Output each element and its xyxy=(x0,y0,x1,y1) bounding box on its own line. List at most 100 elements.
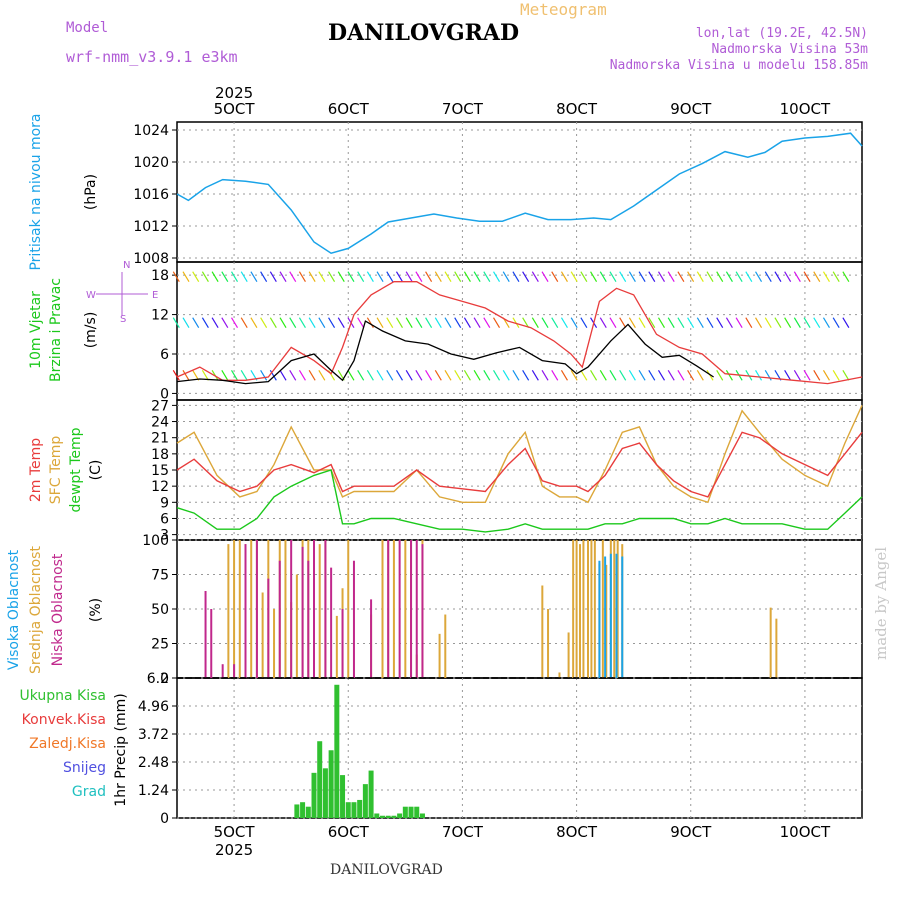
wind-barb xyxy=(551,271,559,283)
ytick-label-1-2: 12 xyxy=(151,308,169,324)
wind-barb xyxy=(619,271,627,283)
precip-bar-17 xyxy=(391,815,397,818)
wind-barb xyxy=(687,271,695,283)
wind-barb xyxy=(599,317,607,329)
temp-label-sfc: SFC Temp xyxy=(48,436,64,505)
wind-barb xyxy=(696,271,704,283)
wind-barb xyxy=(192,271,200,283)
ytick-label-2-7: 24 xyxy=(151,415,169,431)
wind-barb xyxy=(619,317,627,329)
precip-legend-0: Ukupna Kisa xyxy=(19,688,106,704)
wind-barb xyxy=(395,271,403,283)
bottom-xtick-2: 7OCT xyxy=(442,823,484,841)
wind-barb xyxy=(541,317,549,329)
wind-barb xyxy=(764,369,772,381)
cloud-label-low: Niska Oblacnost xyxy=(50,553,66,666)
wind-barb xyxy=(289,271,297,283)
ytick-label-2-6: 21 xyxy=(151,431,169,447)
temp-label-2m: 2m Temp xyxy=(28,438,44,502)
ytick-label-2-1: 6 xyxy=(160,511,169,527)
panel-frame-0 xyxy=(176,121,863,263)
wind-barb xyxy=(512,369,520,381)
wind-barb xyxy=(405,271,413,283)
wind-barb xyxy=(318,317,326,329)
wind-barb xyxy=(357,271,365,283)
wind-barb xyxy=(454,271,462,283)
precip-bar-12 xyxy=(362,784,368,818)
wind-barb xyxy=(483,271,491,283)
wind-barb xyxy=(784,369,792,381)
wind-barb xyxy=(425,271,433,283)
wind-gust-line xyxy=(176,281,863,385)
wind-barb xyxy=(415,317,423,329)
wind-barb xyxy=(395,317,403,329)
wind-barb xyxy=(347,271,355,283)
ytick-label-1-3: 18 xyxy=(151,268,169,284)
wind-barb xyxy=(221,271,229,283)
wind-barb xyxy=(716,271,724,283)
ytick-label-3-4: 100 xyxy=(142,533,169,549)
precip-bar-13 xyxy=(368,770,374,818)
wind-barb xyxy=(735,271,743,283)
wind-barb xyxy=(366,317,374,329)
precip-legend-4: Grad xyxy=(72,784,106,800)
wind-barb xyxy=(609,369,617,381)
panel-frame-4 xyxy=(176,677,863,819)
wind-barb xyxy=(182,369,190,381)
wind-barb xyxy=(570,271,578,283)
top-xtick-4: 9OCT xyxy=(670,100,712,118)
top-xtick-1: 6OCT xyxy=(328,100,370,118)
wind-barb xyxy=(483,369,491,381)
wind-barb xyxy=(463,369,471,381)
ytick-label-4-3: 3.72 xyxy=(138,727,169,743)
wind-barb xyxy=(590,369,598,381)
wind-barb xyxy=(240,271,248,283)
wind-barb xyxy=(463,271,471,283)
wind-barb xyxy=(318,369,326,381)
wind-barb xyxy=(347,369,355,381)
wind-barb xyxy=(842,369,850,381)
wind-barb xyxy=(269,369,277,381)
wind-barb xyxy=(522,317,530,329)
wind-barb xyxy=(444,369,452,381)
bottom-xtick-5: 10OCT xyxy=(780,823,831,841)
bottom-xtick-4: 9OCT xyxy=(670,823,712,841)
ytick-label-4-5: 6.2 xyxy=(147,671,169,687)
wind-barb xyxy=(172,369,180,381)
wind-barb xyxy=(696,317,704,329)
ytick-label-3-0: 0 xyxy=(160,671,169,687)
watermark: made by Angel xyxy=(872,546,890,660)
precip-bar-4 xyxy=(317,741,323,818)
precip-bar-15 xyxy=(380,815,385,818)
wind-barb xyxy=(648,271,656,283)
ytick-label-0-1: 1012 xyxy=(133,219,169,235)
wind-barb xyxy=(279,271,287,283)
precip-bar-16 xyxy=(385,815,391,818)
wind-barb xyxy=(444,271,452,283)
wind-barb xyxy=(415,369,423,381)
wind-barb xyxy=(211,271,219,283)
wind-barb xyxy=(395,369,403,381)
wind-barb xyxy=(415,271,423,283)
wind-barb xyxy=(172,317,180,329)
wind-barb xyxy=(221,369,229,381)
ytick-label-0-0: 1008 xyxy=(133,251,169,267)
wind-barb xyxy=(599,271,607,283)
precip-legend-1: Konvek.Kisa xyxy=(22,712,106,728)
wind-barb xyxy=(230,271,239,283)
wind-legend-w: W xyxy=(86,290,96,301)
wind-legend-s: S xyxy=(120,314,126,325)
wind-barb xyxy=(755,271,763,283)
wind-barb xyxy=(628,369,636,381)
wind-barb xyxy=(832,317,840,329)
wind-barb xyxy=(328,271,336,283)
wind-barb xyxy=(842,317,850,329)
wind-unit: (m/s) xyxy=(83,312,99,349)
ytick-label-1-1: 6 xyxy=(160,347,169,363)
wind-barb xyxy=(522,271,530,283)
ytick-label-3-2: 50 xyxy=(151,602,169,618)
wind-barb xyxy=(454,317,462,329)
wind-barb xyxy=(250,271,258,283)
top-xtick-5: 10OCT xyxy=(780,100,831,118)
wind-barb xyxy=(502,271,510,283)
